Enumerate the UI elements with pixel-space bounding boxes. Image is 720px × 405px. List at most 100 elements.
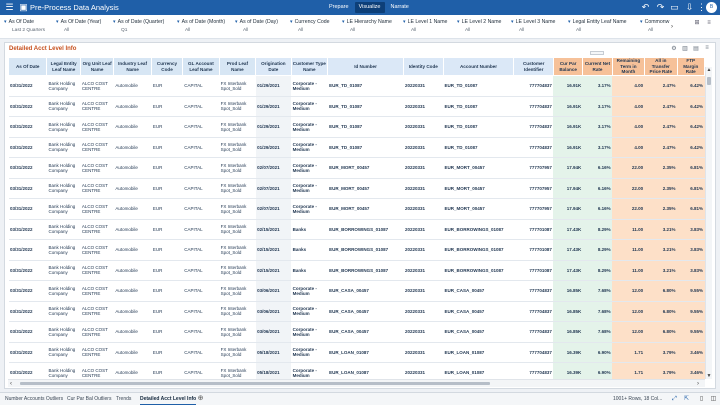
table-cell: EUR <box>151 239 183 261</box>
tab-cur-par-bal-outliers[interactable]: Cur Par Bal Outliers <box>67 396 112 402</box>
scroll-up-icon[interactable]: ▲ <box>706 67 712 73</box>
table-cell: 777707957 <box>513 157 554 179</box>
table-cell: ALCO COST CENTRE <box>80 96 114 117</box>
mode-narrate[interactable]: Narrate <box>390 4 409 10</box>
horizontal-scroll-thumb[interactable] <box>20 382 490 385</box>
table-cell: 03/31/2022 <box>8 362 47 379</box>
table-row[interactable]: 03/31/2022 Bank Holding Company ALCO COST … <box>8 157 705 179</box>
table-cell: 6.90% <box>582 362 613 379</box>
column-header[interactable]: Remaining Term in Month <box>611 57 646 76</box>
filter-legal-entity-leaf-name[interactable]: ▾ Legal Entity Leaf Name All <box>568 19 627 33</box>
vertical-scroll-thumb[interactable] <box>707 77 711 85</box>
save-icon[interactable]: ▭ <box>670 2 679 12</box>
expand-icon[interactable]: ⤢ <box>672 396 677 402</box>
table-row[interactable]: 03/31/2022 Bank Holding Company ALCO COST … <box>8 321 705 343</box>
scroll-right-icon[interactable]: › <box>697 381 699 387</box>
filter-as-of-date-quarter[interactable]: ▾ As of Date (Quarter) Q1 <box>113 19 165 33</box>
menu-icon[interactable]: ≡ <box>705 45 709 51</box>
column-header[interactable]: Origination Date <box>255 57 292 76</box>
table-row[interactable]: 03/31/2022 Bank Holding Company ALCO COST … <box>8 178 705 199</box>
tab-number-accounts-outliers[interactable]: Number Accounts Outliers <box>5 396 64 402</box>
table-cell: FX Interbank Spot_Sold <box>219 239 256 261</box>
table-row[interactable]: 03/31/2022 Bank Holding Company ALCO COST … <box>8 239 705 261</box>
add-canvas-icon[interactable]: ⊕ <box>197 395 204 402</box>
column-header[interactable]: All in Transfer Price Rate <box>644 57 678 76</box>
table-row[interactable]: 03/31/2022 Bank Holding Company ALCO COST … <box>8 342 705 363</box>
data-icon[interactable]: ▤ <box>693 46 699 52</box>
settings-icon[interactable]: ⚙ <box>671 46 677 52</box>
column-header[interactable]: Org Unit Leaf Name <box>79 57 115 76</box>
column-header[interactable]: Id Number <box>327 57 405 76</box>
filter-as-of-date-month[interactable]: ▾ As of Date (Month) All <box>177 19 226 33</box>
table-row[interactable]: 03/31/2022 Bank Holding Company ALCO COST … <box>8 362 705 379</box>
column-header[interactable]: Industry Leaf Name <box>113 57 152 76</box>
column-header[interactable]: Current Net Rate <box>582 57 613 76</box>
table-cell: Bank Holding Company <box>46 219 81 240</box>
fullscreen-icon[interactable]: ◫ <box>710 396 717 402</box>
scroll-down-icon[interactable]: ▼ <box>706 373 712 379</box>
table-cell: 22.00 <box>612 178 645 199</box>
column-header[interactable]: Prod Leaf Name <box>218 57 257 76</box>
table-cell: Bank Holding Company <box>46 321 81 343</box>
undo-icon[interactable]: ↶ <box>641 2 650 12</box>
filter-as-of-date-day[interactable]: ▾ As of Date (Day) All <box>235 19 278 33</box>
filter-menu-icon[interactable]: ≡ <box>707 20 711 26</box>
column-header[interactable]: Legal Entity Leaf Name <box>46 57 81 76</box>
table-cell: ALCO COST CENTRE <box>80 260 114 281</box>
table-row[interactable]: 03/31/2022 Bank Holding Company ALCO COST … <box>8 280 705 302</box>
filter-as-of-date-year[interactable]: ▾ As Of Date (Year) All <box>56 19 102 33</box>
table-row[interactable]: 03/31/2022 Bank Holding Company ALCO COST … <box>8 137 705 158</box>
filter-le-hierarchy-name[interactable]: ▾ LE Hierarchy Name All <box>342 19 392 33</box>
filter-le-level-1-name[interactable]: ▾ LE Level 1 Name All <box>403 19 448 33</box>
filter-le-level-3-name[interactable]: ▾ LE Level 3 Name All <box>511 19 556 33</box>
scroll-left-icon[interactable]: ‹ <box>10 381 12 387</box>
filter-scroll-right-icon[interactable]: › <box>671 24 673 30</box>
table-row[interactable]: 03/31/2022 Bank Holding Company ALCO COST … <box>8 116 705 138</box>
table-cell: 2.35% <box>644 178 677 199</box>
table-row[interactable]: 03/31/2022 Bank Holding Company ALCO COST … <box>8 301 705 322</box>
tab-detailed-acct-level-info[interactable]: Detailed Acct Level Info <box>140 395 197 405</box>
column-header[interactable]: As Of Date <box>8 57 48 76</box>
column-header[interactable]: FTP Margin Rate <box>676 57 705 76</box>
column-header[interactable]: Currency Code <box>150 57 184 76</box>
avatar[interactable]: B <box>706 2 717 13</box>
vertical-scrollbar[interactable]: ▲ ▼ <box>705 67 712 379</box>
table-row[interactable]: 03/31/2022 Bank Holding Company ALCO COST … <box>8 198 705 220</box>
more-icon[interactable]: ⋮ <box>697 2 706 12</box>
layout-icon[interactable]: ▯ <box>699 396 704 402</box>
tab-trends[interactable]: Trends <box>116 396 132 402</box>
table-cell: 05/18/2021 <box>255 362 292 379</box>
mode-visualize[interactable]: Visualize <box>354 2 385 13</box>
canvas: Detailed Acct Level Info ⚙ ▥ ▤ ≡ As Of D… <box>0 39 720 392</box>
table-row[interactable]: 03/31/2022 Bank Holding Company ALCO COST … <box>8 75 705 97</box>
filter-currency-code[interactable]: ▾ Currency Code All <box>290 19 330 33</box>
filter-pin-icon: ▾ <box>457 19 460 25</box>
filter-commonw[interactable]: ▾ Commonw All <box>640 19 670 33</box>
table-cell: ALCO COST CENTRE <box>80 280 114 302</box>
column-header[interactable]: Cur Par Balance <box>552 57 584 76</box>
table-cell: CAPITAL <box>182 239 220 261</box>
column-header[interactable]: Account Number <box>442 57 515 76</box>
table-cell: 3.17% <box>582 96 613 117</box>
panel-drag-handle[interactable] <box>590 51 604 55</box>
table-cell: EUR <box>151 116 183 138</box>
filter-le-level-2-name[interactable]: ▾ LE Level 2 Name All <box>457 19 502 33</box>
table-cell: EUR_TD_01087 <box>443 137 514 158</box>
table-cell: EUR <box>151 75 183 97</box>
table-row[interactable]: 03/31/2022 Bank Holding Company ALCO COST … <box>8 96 705 117</box>
column-header[interactable]: Customer Identifier <box>513 57 554 76</box>
redo-icon[interactable]: ↷ <box>656 2 665 12</box>
mode-prepare[interactable]: Prepare <box>329 4 349 10</box>
table-row[interactable]: 03/31/2022 Bank Holding Company ALCO COST … <box>8 219 705 240</box>
column-header[interactable]: GL Account Leaf Name <box>182 57 220 76</box>
sidebar-toggle-icon[interactable]: ☰ <box>5 2 14 12</box>
export-icon[interactable]: ⇩ <box>685 2 694 12</box>
share-icon[interactable]: ⇱ <box>683 396 690 402</box>
table-row[interactable]: 03/31/2022 Bank Holding Company ALCO COST … <box>8 260 705 281</box>
column-header[interactable]: Identity Code <box>403 57 444 76</box>
horizontal-scrollbar[interactable]: ‹ › <box>8 379 705 387</box>
filter-as-of-date[interactable]: ▾ As Of Date Last 2 Quarters <box>4 19 46 33</box>
column-header[interactable]: Customer Type Name <box>290 57 329 76</box>
add-filter-icon[interactable]: ⊞ <box>694 20 700 26</box>
chart-icon[interactable]: ▥ <box>682 46 688 52</box>
